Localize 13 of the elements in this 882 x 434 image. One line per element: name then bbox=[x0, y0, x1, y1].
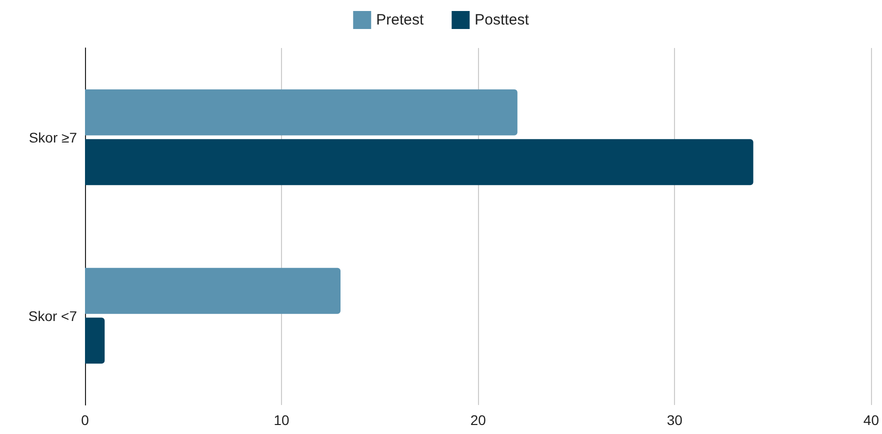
legend-label: Posttest bbox=[474, 12, 530, 28]
y-tick-label: Skor ≥7 bbox=[28, 129, 78, 146]
x-tick-label: 20 bbox=[470, 412, 486, 428]
x-tick-label: 40 bbox=[863, 412, 880, 428]
x-tick-label: 10 bbox=[274, 412, 290, 428]
y-tick-label: Skor <7 bbox=[28, 308, 78, 324]
bar bbox=[85, 139, 754, 186]
x-tick-label: 0 bbox=[81, 412, 90, 428]
bar bbox=[85, 89, 518, 136]
legend-label: Pretest bbox=[376, 12, 424, 28]
bar bbox=[85, 318, 105, 364]
bar bbox=[85, 268, 341, 314]
x-tick-label: 30 bbox=[666, 412, 683, 428]
